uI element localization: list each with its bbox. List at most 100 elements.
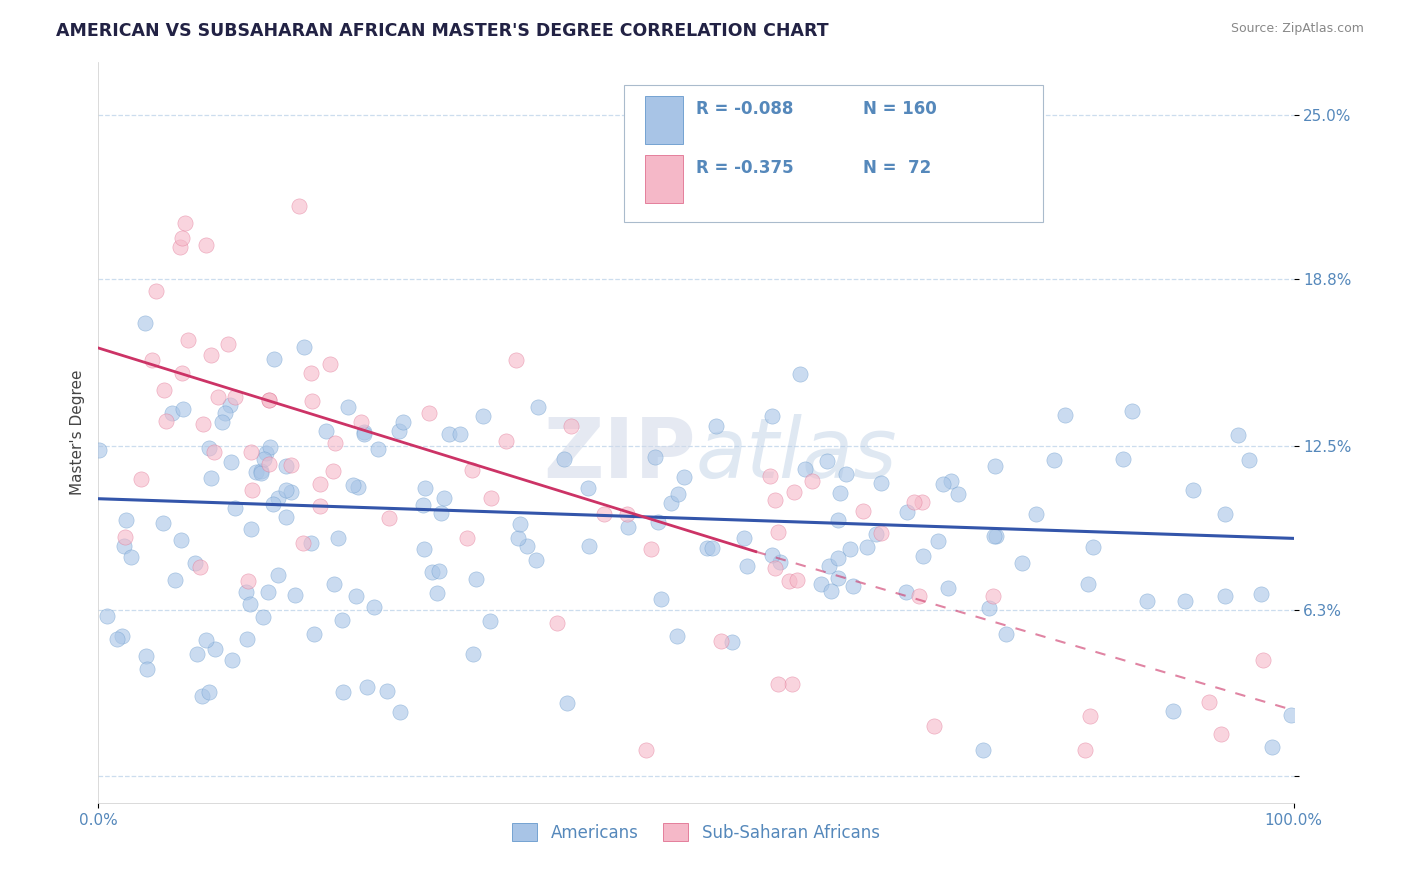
- Point: [908, 590, 931, 604]
- Point: [337, 401, 360, 415]
- Point: [1174, 593, 1197, 607]
- Point: [332, 684, 354, 698]
- Point: [1163, 704, 1185, 718]
- Point: [134, 316, 156, 330]
- Point: [426, 585, 449, 599]
- Point: [828, 485, 851, 500]
- Text: N =  72: N = 72: [863, 160, 932, 178]
- Point: [555, 696, 578, 710]
- Point: [136, 662, 159, 676]
- Point: [593, 507, 616, 521]
- Point: [112, 539, 135, 553]
- Point: [1181, 483, 1204, 497]
- Point: [224, 390, 246, 404]
- Point: [375, 684, 398, 698]
- Point: [323, 435, 346, 450]
- Y-axis label: Master's Degree: Master's Degree: [69, 370, 84, 495]
- Point: [292, 536, 315, 550]
- Point: [479, 491, 502, 505]
- Point: [160, 406, 183, 420]
- Point: [309, 477, 332, 491]
- Point: [870, 526, 893, 541]
- Point: [984, 459, 1007, 474]
- Point: [344, 589, 367, 603]
- Point: [870, 476, 893, 491]
- Point: [280, 458, 302, 472]
- Point: [759, 468, 782, 483]
- Point: [420, 565, 443, 579]
- Point: [198, 685, 221, 699]
- Point: [284, 588, 307, 602]
- Point: [378, 511, 401, 525]
- Point: [96, 609, 118, 624]
- Point: [259, 441, 281, 455]
- Point: [262, 497, 284, 511]
- Point: [301, 394, 323, 409]
- Point: [169, 240, 191, 254]
- Point: [249, 467, 271, 481]
- Point: [763, 493, 786, 508]
- Point: [815, 454, 838, 468]
- Point: [766, 677, 789, 691]
- Point: [768, 555, 790, 569]
- Point: [1211, 727, 1233, 741]
- Point: [353, 425, 375, 440]
- Point: [834, 467, 856, 481]
- Point: [236, 574, 259, 589]
- Point: [666, 629, 689, 643]
- Point: [217, 336, 239, 351]
- Point: [778, 574, 800, 588]
- Point: [983, 529, 1005, 543]
- Point: [413, 541, 436, 556]
- Text: AMERICAN VS SUBSAHARAN AFRICAN MASTER'S DEGREE CORRELATION CHART: AMERICAN VS SUBSAHARAN AFRICAN MASTER'S …: [56, 22, 830, 40]
- Point: [472, 409, 495, 424]
- Point: [207, 390, 229, 404]
- Text: R = -0.375: R = -0.375: [696, 160, 793, 178]
- Point: [894, 584, 917, 599]
- Point: [418, 406, 440, 420]
- Point: [172, 366, 194, 380]
- Point: [430, 506, 453, 520]
- Point: [235, 585, 257, 599]
- Point: [977, 601, 1000, 615]
- Point: [239, 444, 262, 458]
- Point: [195, 632, 218, 647]
- Point: [191, 417, 214, 432]
- Point: [274, 509, 297, 524]
- Point: [155, 414, 177, 428]
- Point: [984, 529, 1007, 543]
- Point: [322, 464, 344, 478]
- Point: [200, 348, 222, 362]
- Point: [257, 458, 280, 472]
- Point: [221, 653, 243, 667]
- Point: [413, 481, 436, 495]
- Point: [190, 689, 212, 703]
- Point: [616, 520, 638, 534]
- Point: [211, 415, 233, 429]
- Point: [319, 357, 342, 371]
- Text: Source: ZipAtlas.com: Source: ZipAtlas.com: [1230, 22, 1364, 36]
- Point: [121, 550, 143, 565]
- Point: [666, 487, 689, 501]
- Point: [720, 634, 742, 648]
- Point: [239, 597, 262, 611]
- Point: [1239, 453, 1261, 467]
- Point: [1136, 594, 1159, 608]
- Point: [266, 491, 288, 506]
- Point: [786, 573, 808, 587]
- Point: [927, 534, 949, 549]
- Point: [479, 614, 502, 628]
- Point: [342, 477, 364, 491]
- Point: [842, 579, 865, 593]
- Point: [710, 633, 733, 648]
- Point: [560, 419, 582, 434]
- Point: [353, 426, 375, 441]
- Point: [1261, 740, 1284, 755]
- Point: [114, 513, 136, 527]
- Point: [323, 577, 346, 591]
- Point: [224, 501, 246, 516]
- Point: [636, 743, 658, 757]
- Point: [827, 550, 849, 565]
- Point: [508, 531, 530, 545]
- Point: [299, 366, 322, 380]
